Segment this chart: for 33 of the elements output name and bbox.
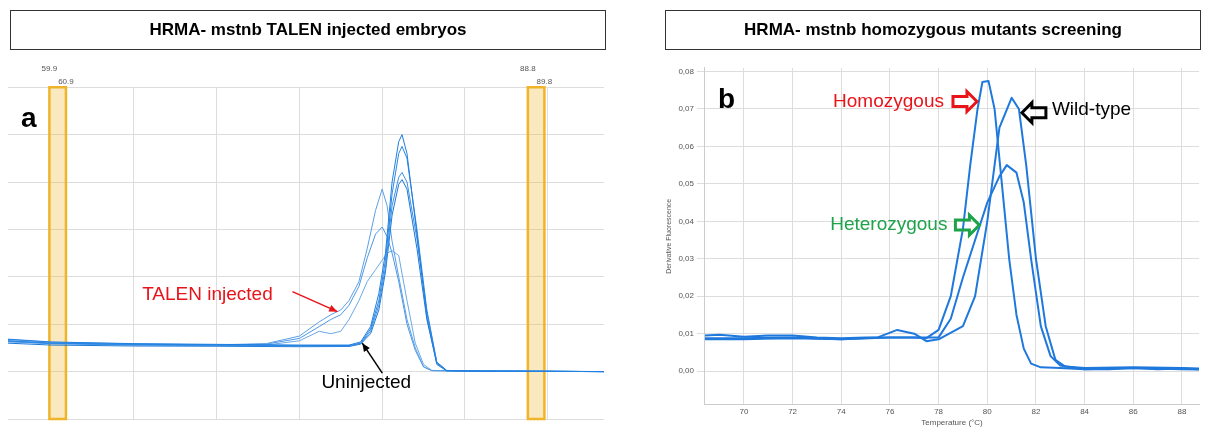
- y-tick-label: 0,06: [678, 141, 695, 151]
- y-tick-label: 0,07: [678, 104, 695, 114]
- x-tick-label: 80: [982, 406, 993, 416]
- x2-tick-label: 89.8: [536, 76, 553, 86]
- y-tick-label: 0,01: [678, 328, 695, 338]
- x-tick-label: 88.8: [520, 64, 537, 73]
- chart-title: HRMA- mstnb homozygous mutants screening: [665, 10, 1201, 50]
- y-tick-label: 0,05: [678, 179, 695, 189]
- x-axis-title: Temperature (°C): [921, 418, 984, 428]
- y-tick-label: 0,04: [678, 216, 695, 226]
- annotation: TALEN injected: [142, 282, 273, 304]
- annotation: Homozygous: [833, 89, 944, 111]
- x-tick-label: 72: [788, 406, 798, 416]
- x-tick-label: 76: [885, 406, 895, 416]
- y-tick-label: 0,00: [678, 366, 695, 376]
- y-tick-label: 0,08: [678, 66, 695, 76]
- x-tick-label: 82: [1031, 406, 1041, 416]
- x-tick-label: 88: [1177, 406, 1187, 416]
- x-tick-label: 84: [1080, 406, 1090, 416]
- annotation: b: [717, 82, 736, 114]
- x2-tick-label: 60.9: [58, 76, 75, 86]
- x-tick-label: 78: [934, 406, 944, 416]
- y-tick-label: 0,02: [678, 291, 695, 301]
- y-tick-label: 0,03: [678, 253, 695, 263]
- x-tick-label: 59.9: [41, 64, 58, 73]
- x-tick-label: 70: [739, 406, 749, 416]
- annotation: Wild-type: [1051, 97, 1132, 119]
- chart-title: HRMA- mstnb TALEN injected embryos: [10, 10, 606, 50]
- text: a: [21, 102, 37, 134]
- x-tick-label: 86: [1128, 406, 1139, 416]
- annotation: Heterozygous: [830, 213, 948, 235]
- annotation: Uninjected: [321, 371, 412, 393]
- x-tick-label: 74: [836, 406, 847, 416]
